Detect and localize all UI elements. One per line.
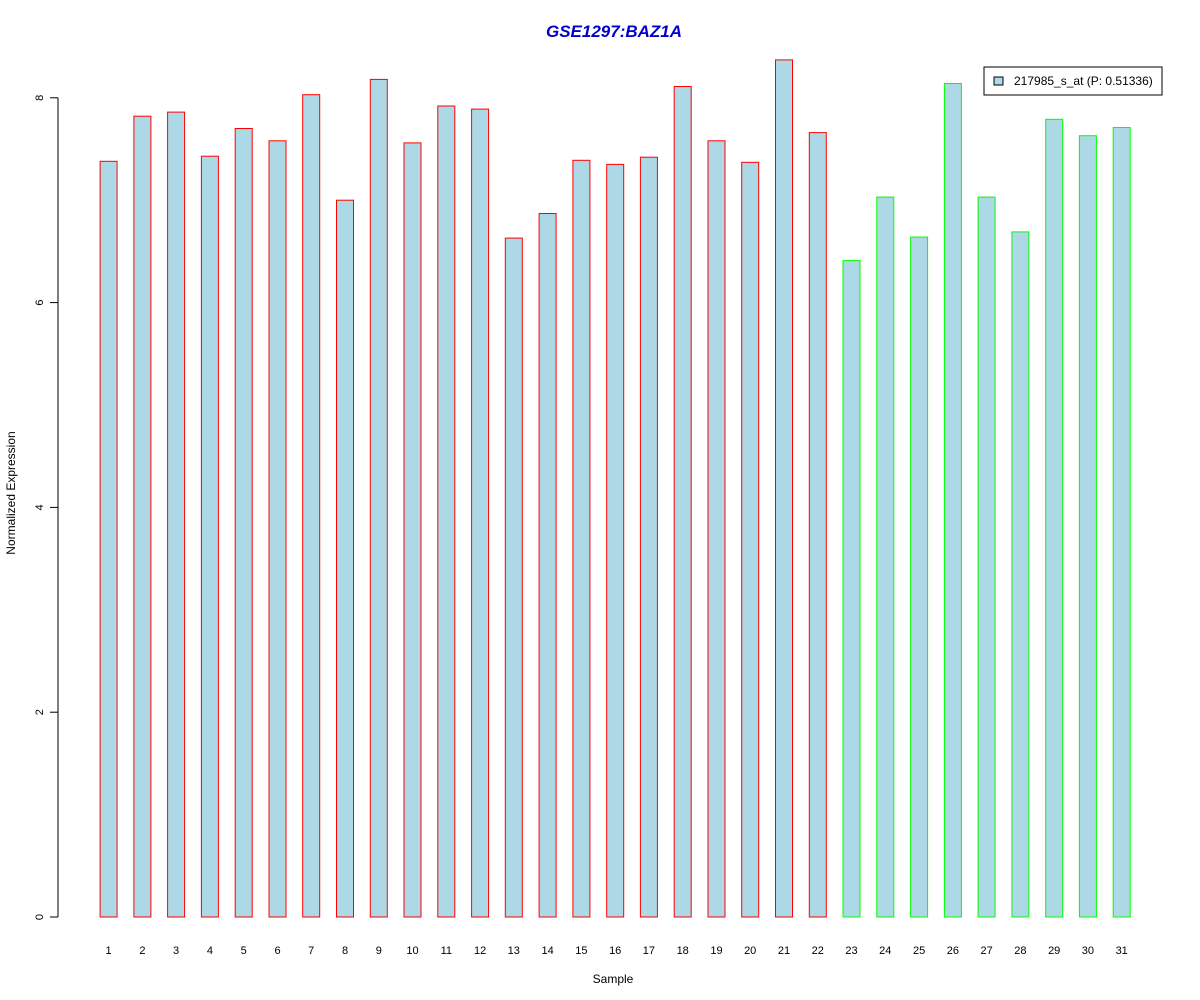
bar-sample-26 [943,83,962,918]
x-tick-label: 28 [1014,945,1026,957]
x-tick-label: 27 [980,945,992,957]
x-tick-label: 18 [677,945,689,957]
bar-sample-25 [910,236,929,918]
y-tick-label: 0 [34,914,46,920]
x-tick-label: 16 [609,945,621,957]
bar-sample-1 [99,160,118,918]
bar-sample-18 [673,86,692,918]
bar-sample-22 [808,132,827,918]
bar-sample-6 [268,140,287,918]
y-tick-label: 4 [34,504,46,510]
x-tick-label: 7 [308,945,314,957]
x-tick-label: 25 [913,945,925,957]
bar-sample-23 [842,260,861,918]
x-tick-label: 2 [139,945,145,957]
bar-sample-16 [606,163,625,918]
x-tick-label: 14 [541,945,553,957]
legend: 217985_s_at (P: 0.51336) [983,66,1163,96]
x-tick-label: 1 [106,945,112,957]
bar-sample-5 [234,128,253,918]
x-tick-label: 30 [1082,945,1094,957]
bar-sample-14 [538,213,557,918]
bar-sample-20 [741,161,760,918]
x-tick-label: 9 [376,945,382,957]
bar-sample-31 [1112,127,1131,918]
bar-sample-9 [369,78,388,918]
bar-sample-10 [403,142,422,918]
bar-sample-2 [133,115,152,918]
bars [99,59,1131,918]
y-axis-label: Normalized Expression [4,431,18,554]
x-tick-label: 19 [710,945,722,957]
x-tick-label: 3 [173,945,179,957]
y-axis: 0 2 4 6 8 [34,95,59,920]
x-tick-label: 8 [342,945,348,957]
x-tick-label: 10 [406,945,418,957]
bar-sample-30 [1078,135,1097,918]
x-tick-label: 17 [643,945,655,957]
x-tick-label: 12 [474,945,486,957]
x-tick-label: 31 [1116,945,1128,957]
x-tick-label: 22 [812,945,824,957]
bar-sample-8 [336,199,354,918]
bar-sample-3 [167,111,186,918]
y-tick-label: 6 [34,300,46,306]
y-tick-label: 8 [34,95,46,101]
x-tick-label: 4 [207,945,213,957]
x-tick-label: 24 [879,945,891,957]
x-tick-label: 11 [441,945,452,957]
x-tick-label: 15 [575,945,587,957]
bar-sample-13 [504,237,523,918]
x-tick-label: 13 [508,945,520,957]
bar-sample-29 [1045,118,1064,918]
bar-sample-21 [775,59,793,918]
bar-sample-28 [1011,231,1030,918]
legend-box [983,66,1163,96]
x-tick-label: 5 [241,945,247,957]
bar-sample-15 [572,159,591,918]
bar-sample-4 [200,155,219,918]
x-tick-label: 26 [947,945,959,957]
bar-sample-24 [876,196,895,918]
x-tick-label: 20 [744,945,756,957]
bar-sample-12 [471,108,490,918]
legend-label: 217985_s_at (P: 0.51336) [1014,74,1153,88]
bar-sample-11 [437,105,456,918]
x-axis-label: Sample [593,972,634,986]
y-tick-label: 2 [34,709,46,715]
x-tick-labels: 1 2 3 4 5 6 7 8 9 10 11 12 13 14 15 16 17 18 19 20 21 22 23 24 2… [106,945,1128,957]
x-tick-label: 23 [845,945,857,957]
x-tick-label: 29 [1048,945,1060,957]
bar-sample-27 [977,196,996,918]
legend-swatch [993,76,1004,86]
x-tick-label: 6 [274,945,280,957]
bar-sample-17 [639,156,658,918]
bar-sample-19 [707,140,726,918]
bar-sample-7 [302,94,321,918]
chart-title: GSE1297:BAZ1A [546,22,682,41]
x-tick-label: 21 [778,945,790,957]
